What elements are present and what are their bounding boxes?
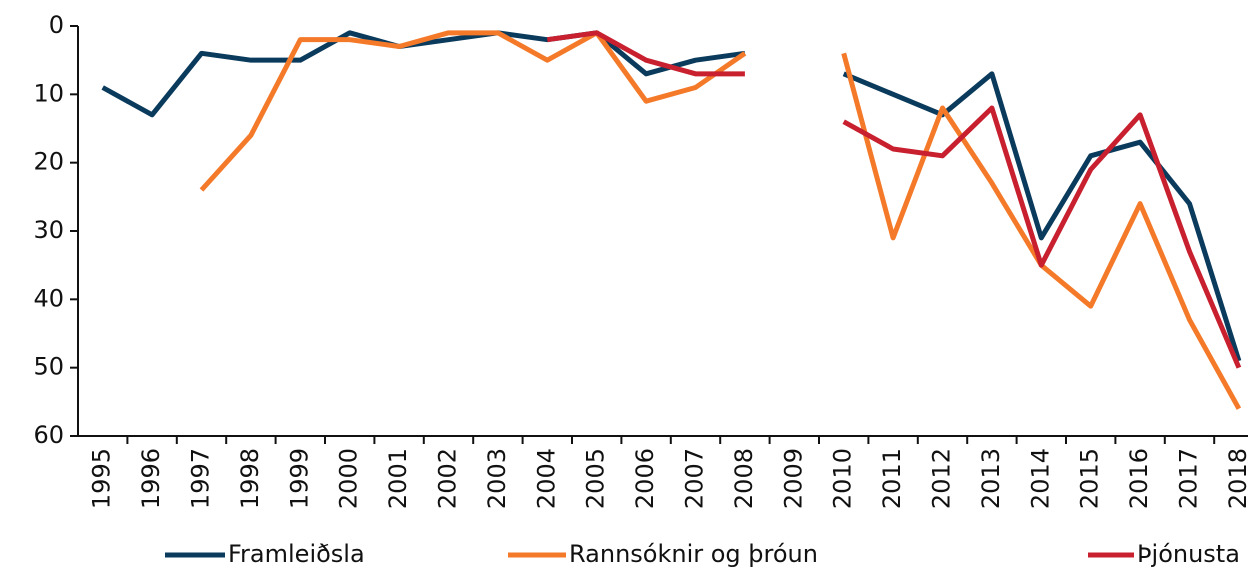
x-tick-label: 2002 [434,448,462,509]
x-tick-label: 2017 [1175,448,1203,509]
x-tick-label: 2018 [1224,448,1248,509]
x-tick-label: 2012 [928,448,956,509]
x-tick-label: 2004 [532,448,560,509]
x-tick-label: 2009 [779,448,807,509]
x-tick-label: 2008 [730,448,758,509]
x-tick-label: 2016 [1125,448,1153,509]
x-tick-label: 2006 [631,448,659,509]
x-tick-label: 2014 [1026,448,1054,509]
x-tick-label: 1996 [137,448,165,509]
x-tick-label: 2011 [878,448,906,509]
y-tick-label: 30 [33,216,64,244]
x-tick-label: 2000 [335,448,363,509]
y-tick-label: 50 [33,353,64,381]
legend-label: Þjónusta [1137,540,1240,568]
x-tick-label: 2001 [384,448,412,509]
x-tick-label: 2005 [582,448,610,509]
x-tick-label: 1998 [236,448,264,509]
line-series [546,30,1242,369]
y-tick-label: 10 [33,79,64,107]
y-tick-label: 40 [33,284,64,312]
x-tick-label: 1995 [88,448,116,509]
x-tick-label: 2013 [977,448,1005,509]
y-tick-label: 20 [33,148,64,176]
x-tick-label: 1999 [285,448,313,509]
x-tick-label: 1997 [187,448,215,509]
legend-label: Framleiðsla [228,540,365,568]
y-tick-label: 60 [33,421,64,449]
line-series [199,30,1242,410]
legend-label: Rannsóknir og þróun [569,540,818,568]
line-series [101,30,1242,362]
x-tick-label: 2003 [483,448,511,509]
x-tick-label: 2010 [829,448,857,509]
y-tick-label: 0 [49,11,64,39]
x-tick-label: 2015 [1076,448,1104,509]
x-tick-label: 2007 [681,448,709,509]
